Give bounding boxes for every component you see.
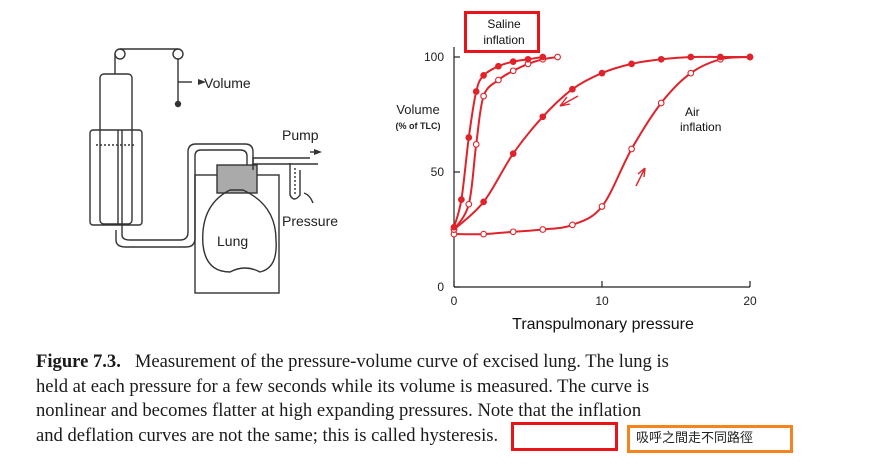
- arrow-inflation-icon: [635, 167, 646, 187]
- hysteresis-highlight-box: [511, 422, 618, 451]
- data-point: [539, 226, 547, 233]
- pressure-label: Pressure: [282, 213, 338, 229]
- data-point: [524, 55, 532, 63]
- annotation-note: 吸呼之間走不同路徑: [627, 425, 793, 453]
- arrow-deflation-icon: [559, 95, 579, 107]
- data-point: [465, 134, 473, 141]
- data-point: [657, 99, 665, 107]
- y-tick-label: 100: [424, 50, 444, 64]
- pump-label: Pump: [282, 127, 319, 143]
- data-point: [465, 200, 473, 208]
- data-point: [509, 228, 517, 236]
- caption-line-4: and deflation curves are not the same; t…: [36, 424, 499, 446]
- data-point: [495, 76, 502, 84]
- figure-panel: Volume Pump Pressure Lung 0 50 100 0 10 20 Vo…: [89, 17, 757, 333]
- data-point: [628, 60, 635, 68]
- data-point: [598, 69, 606, 77]
- data-point: [509, 67, 517, 75]
- data-point: [480, 92, 487, 100]
- data-point: [746, 53, 754, 61]
- x-tick-label: 10: [595, 294, 609, 308]
- data-point: [569, 85, 576, 93]
- caption-line-3: nonlinear and becomes flatter at high ex…: [36, 400, 642, 421]
- y-tick-label: 0: [437, 280, 444, 294]
- data-point: [717, 53, 724, 61]
- y-tick-label: 50: [431, 165, 445, 179]
- figure-label: Figure 7.3.: [36, 351, 121, 372]
- data-point: [450, 223, 458, 231]
- hysteresis-term: hysteresis.: [420, 424, 499, 446]
- data-point: [509, 58, 517, 65]
- volume-label: Volume: [204, 75, 251, 91]
- lung-label: Lung: [217, 233, 248, 249]
- data-point: [458, 196, 465, 203]
- saline-highlight-box: [464, 11, 540, 53]
- data-point: [539, 53, 547, 61]
- data-point: [495, 62, 502, 70]
- data-point: [687, 53, 695, 61]
- y-axis-unit: (% of TLC): [396, 121, 441, 131]
- data-point: [657, 55, 665, 63]
- air-annotation: Air inflation: [680, 105, 721, 134]
- x-axis-label: Transpulmonary pressure: [512, 316, 694, 333]
- data-point: [472, 141, 480, 148]
- x-tick-label: 0: [451, 294, 458, 308]
- pressure-volume-chart: 0 50 100 0 10 20 Volume (% of TLC) Transpulmo…: [396, 17, 757, 333]
- caption-line-2: held at each pressure for a few seconds …: [36, 375, 650, 397]
- data-point: [480, 72, 487, 79]
- data-point: [539, 113, 547, 121]
- data-point: [628, 145, 635, 153]
- data-point: [480, 198, 487, 206]
- apparatus-diagram: Volume Pump Pressure Lung: [89, 48, 338, 294]
- data-point: [480, 230, 487, 238]
- saline-annotation: Saline inflation: [483, 17, 524, 47]
- x-tick-label: 20: [743, 294, 757, 308]
- data-point: [687, 69, 695, 77]
- data-point: [472, 88, 480, 95]
- y-axis-label: Volume: [396, 102, 439, 117]
- data-point: [509, 150, 517, 157]
- data-point: [554, 53, 561, 61]
- figure-caption: Figure 7.3. Measurement of the pressure-…: [36, 350, 836, 448]
- caption-line-1: Figure 7.3. Measurement of the pressure-…: [36, 351, 669, 372]
- data-point: [569, 221, 576, 229]
- data-point: [598, 203, 606, 210]
